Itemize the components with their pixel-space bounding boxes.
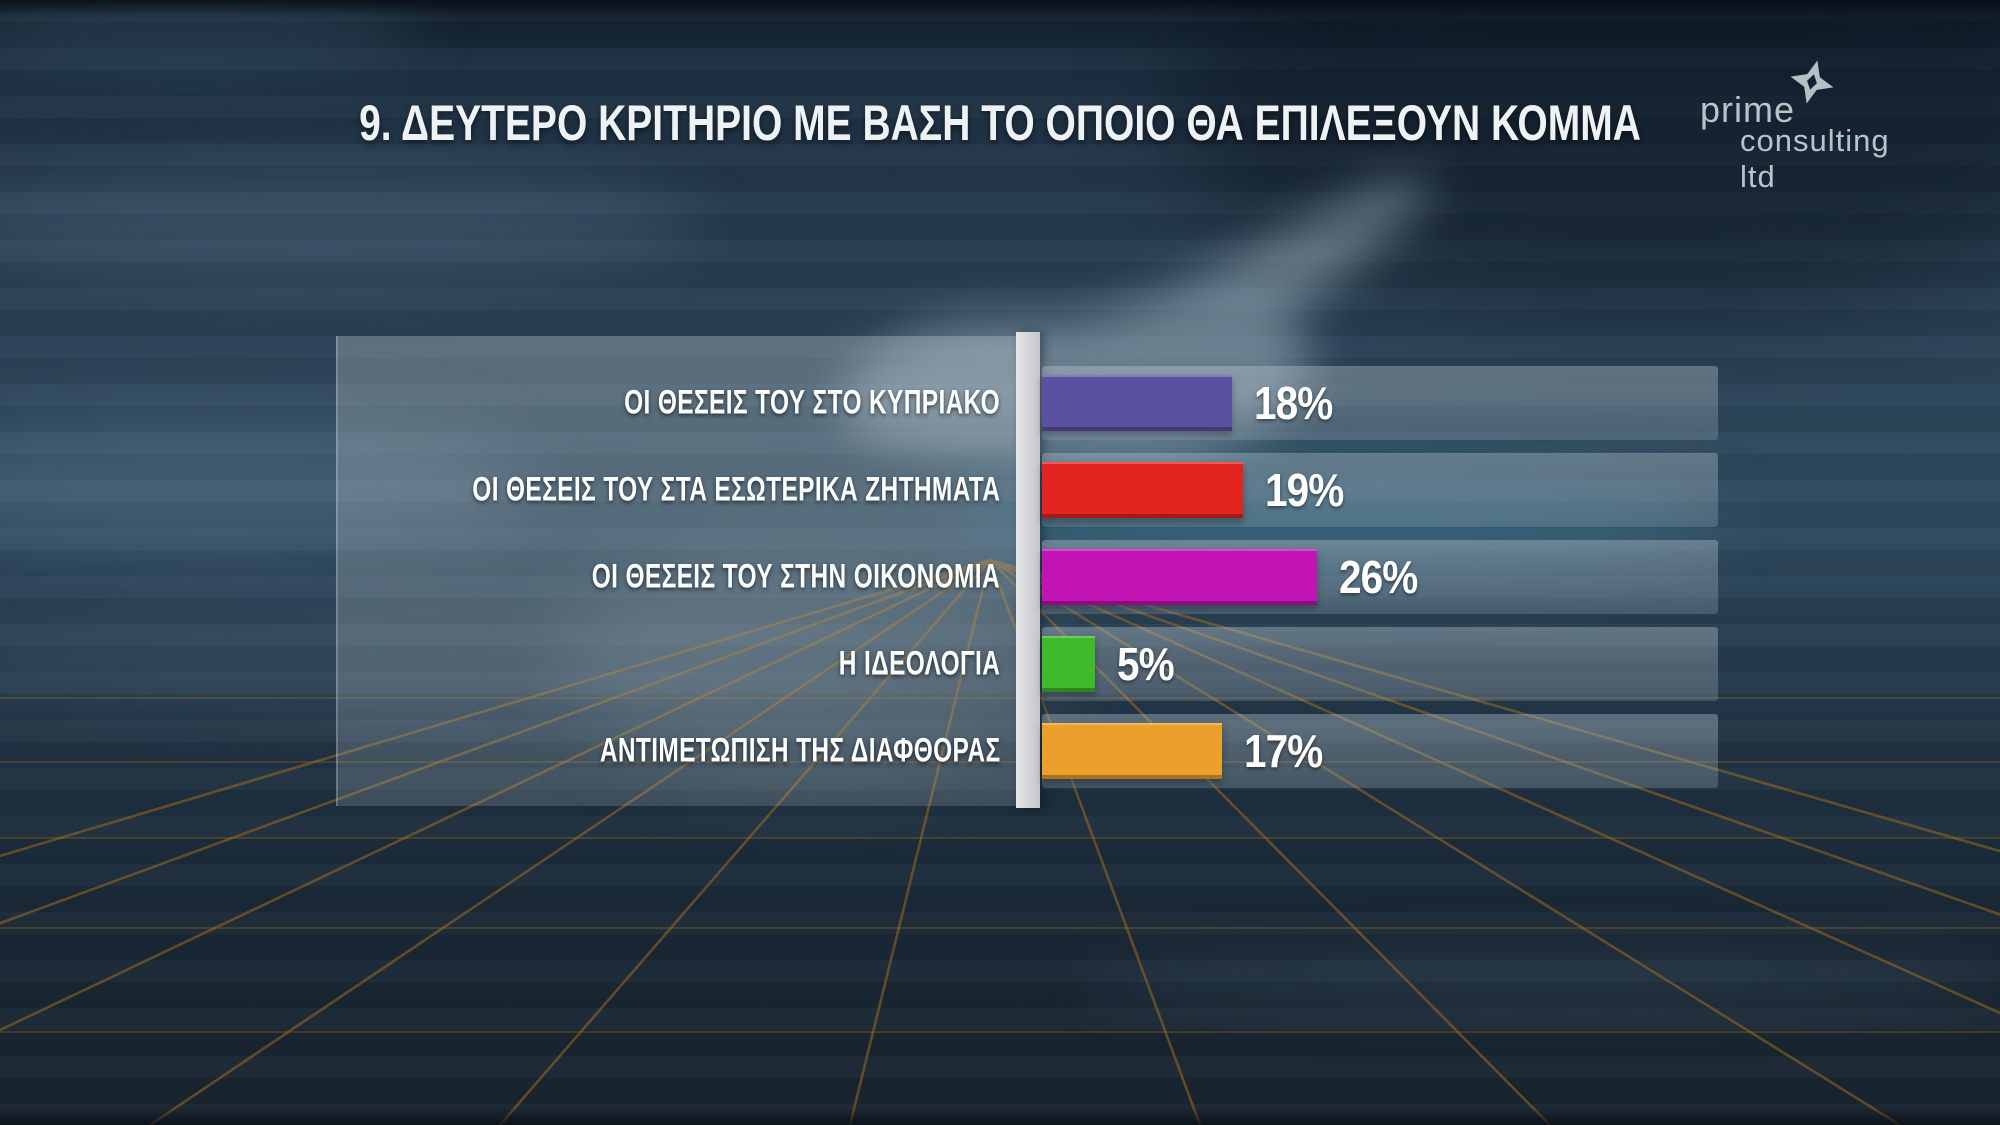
bar-oikonomia [1042, 549, 1317, 605]
chart-row: ΟΙ ΘΕΣΕΙΣ ΤΟΥ ΣΤΗΝ ΟΙΚΟΝΟΜΙΑ 26% [0, 540, 2000, 614]
category-label: ΑΝΤΙΜΕΤΩΠΙΣΗ ΤΗΣ ΔΙΑΦΘΟΡΑΣ [599, 731, 1000, 770]
value-label: 18% [1254, 377, 1333, 429]
chart-title: 9. ΔΕΥΤΕΡΟ ΚΡΙΤΗΡΙΟ ΜΕ ΒΑΣΗ ΤΟ ΟΠΟΙΟ ΘΑ … [359, 95, 1641, 151]
bar-esoterika-zitimata [1042, 462, 1243, 518]
chart-row: Η ΙΔΕΟΛΟΓΙΑ 5% [0, 627, 2000, 701]
value-label: 19% [1265, 464, 1344, 516]
bar-diafthora [1042, 723, 1222, 779]
logo-text-consulting: consulting ltd [1740, 123, 1890, 194]
prime-consulting-logo: prime consulting ltd [1690, 45, 1930, 194]
chart-row: ΟΙ ΘΕΣΕΙΣ ΤΟΥ ΣΤΟ ΚΥΠΡΙΑΚΟ 18% [0, 366, 2000, 440]
chart-row: ΑΝΤΙΜΕΤΩΠΙΣΗ ΤΗΣ ΔΙΑΦΘΟΡΑΣ 17% [0, 714, 2000, 788]
category-label: ΟΙ ΘΕΣΕΙΣ ΤΟΥ ΣΤΟ ΚΥΠΡΙΑΚΟ [624, 383, 1000, 422]
four-point-star-icon [1790, 60, 1834, 104]
value-label: 5% [1117, 638, 1175, 690]
bars-area: ΟΙ ΘΕΣΕΙΣ ΤΟΥ ΣΤΟ ΚΥΠΡΙΑΚΟ 18% ΟΙ ΘΕΣΕΙΣ Τ… [0, 366, 2000, 806]
category-label: ΟΙ ΘΕΣΕΙΣ ΤΟΥ ΣΤΑ ΕΣΩΤΕΡΙΚΑ ΖΗΤΗΜΑΤΑ [472, 470, 1000, 509]
value-label: 17% [1244, 725, 1323, 777]
category-label: Η ΙΔΕΟΛΟΓΙΑ [838, 644, 1000, 683]
bar-kypriako [1042, 375, 1232, 431]
value-label: 26% [1339, 551, 1418, 603]
chart-row: ΟΙ ΘΕΣΕΙΣ ΤΟΥ ΣΤΑ ΕΣΩΤΕΡΙΚΑ ΖΗΤΗΜΑΤΑ 19% [0, 453, 2000, 527]
category-label: ΟΙ ΘΕΣΕΙΣ ΤΟΥ ΣΤΗΝ ΟΙΚΟΝΟΜΙΑ [591, 557, 1000, 596]
bar-ideologia [1042, 636, 1095, 692]
